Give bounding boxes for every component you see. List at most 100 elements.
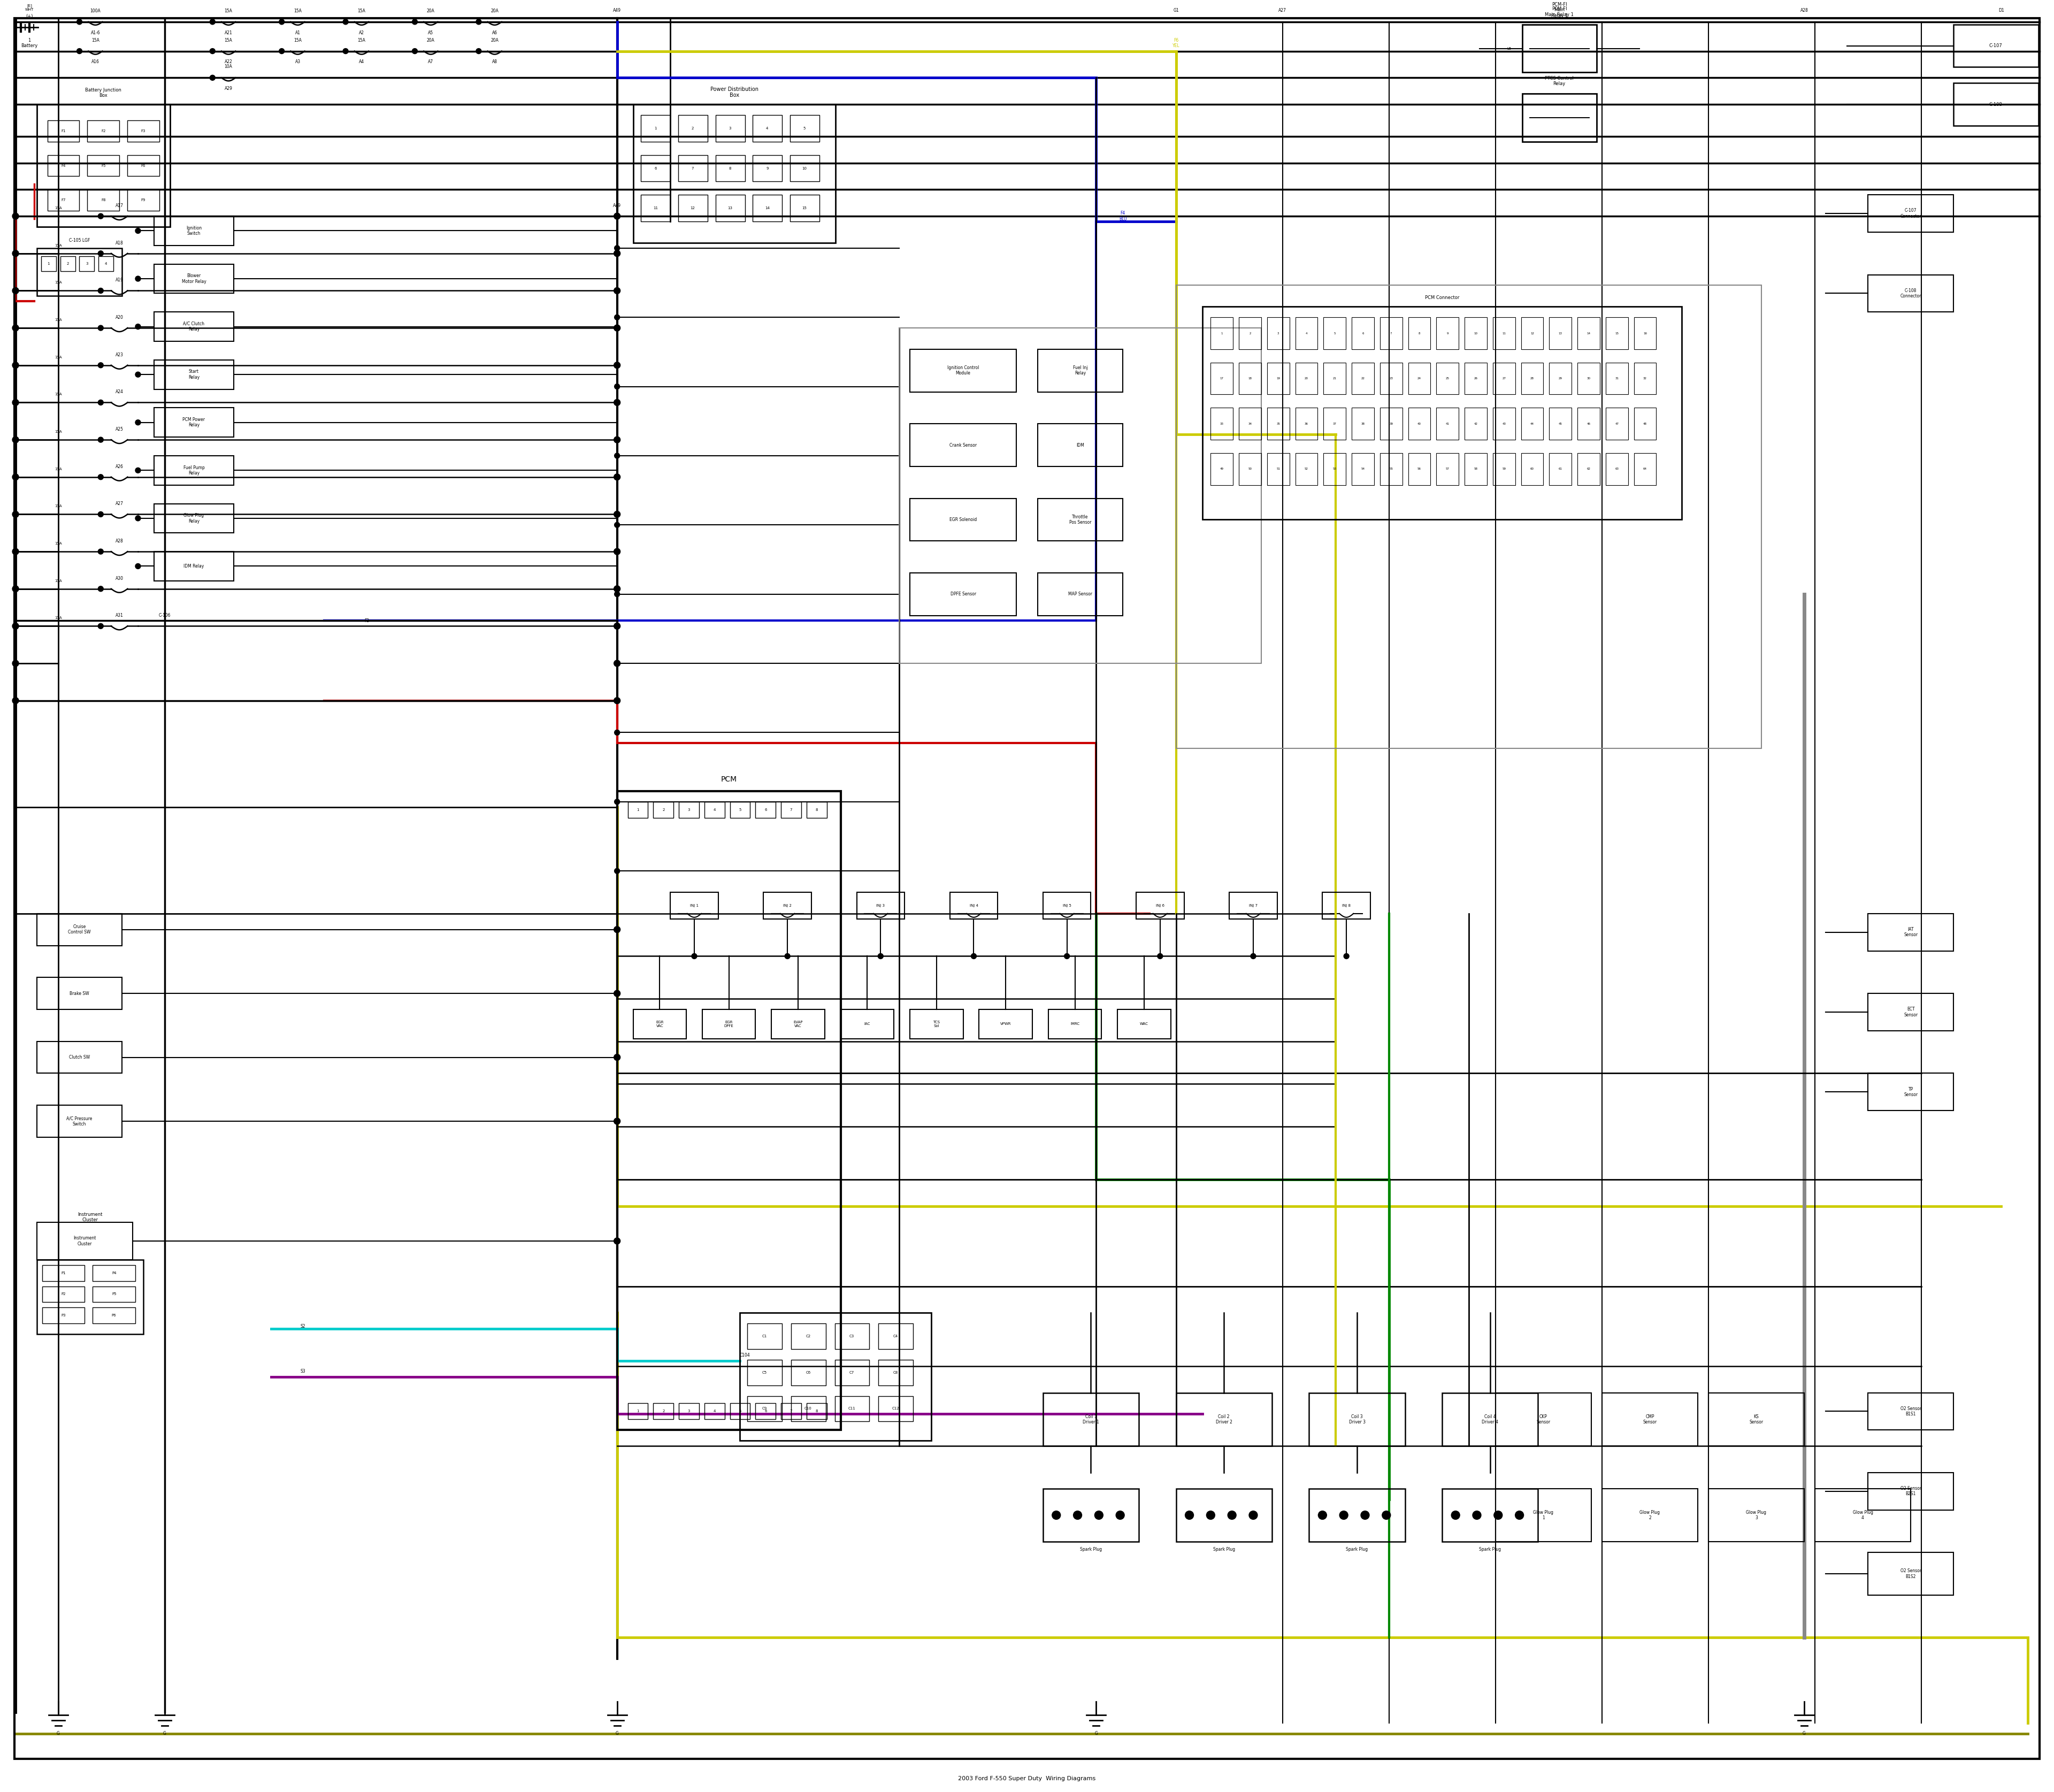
Text: A6: A6 [493,30,497,36]
Bar [1549,362,1571,394]
Bar [127,120,160,142]
Text: Glow Plug
1: Glow Plug 1 [1532,1511,1553,1520]
Circle shape [1095,1511,1103,1520]
Text: MAP Sensor: MAP Sensor [1068,591,1093,597]
Text: Glow Plug
2: Glow Plug 2 [1639,1511,1660,1520]
Text: 36: 36 [1304,423,1308,425]
Text: A1-6: A1-6 [90,30,101,36]
Bar [900,328,1261,663]
Text: A3: A3 [296,59,300,65]
Bar [1380,453,1403,486]
Bar [1177,1489,1271,1541]
Text: C4: C4 [893,1335,898,1339]
Text: 4: 4 [105,262,107,265]
Circle shape [12,400,18,405]
Text: 25: 25 [1446,376,1450,380]
Text: F6: F6 [142,165,146,167]
Bar [1323,362,1345,394]
Text: 15A: 15A [55,319,62,321]
Circle shape [614,315,620,321]
Bar [678,1403,698,1419]
Circle shape [136,468,140,473]
Circle shape [614,511,620,518]
Circle shape [1228,1511,1237,1520]
Bar [154,263,234,294]
Text: 5: 5 [803,127,805,129]
Text: F7: F7 [62,199,66,202]
Bar [1549,409,1571,439]
Text: INJ 4: INJ 4 [969,903,978,907]
Text: PCM-FI
Main Relay 1: PCM-FI Main Relay 1 [1545,7,1573,18]
Bar [807,801,828,817]
Circle shape [99,213,103,219]
Text: A28: A28 [115,539,123,543]
Circle shape [614,400,620,405]
Bar [1239,409,1261,439]
Circle shape [1156,953,1163,959]
Text: 15A: 15A [224,38,232,43]
Bar [1210,453,1232,486]
Bar [715,195,746,222]
Text: Battery Junction
Box: Battery Junction Box [84,88,121,99]
Bar [834,1396,869,1421]
Text: KS
Sensor: KS Sensor [1750,1414,1762,1425]
Bar [1352,362,1374,394]
Text: 52: 52 [1304,468,1308,470]
Text: INJ 8: INJ 8 [1341,903,1352,907]
Text: 14: 14 [764,206,770,210]
Text: 39: 39 [1389,423,1393,425]
Circle shape [614,287,620,294]
Text: 58: 58 [1475,468,1477,470]
Bar [754,195,783,222]
Bar [1522,409,1543,439]
Text: 32: 32 [1643,376,1647,380]
Bar [47,190,80,211]
Text: 13: 13 [1559,332,1563,335]
Text: 64: 64 [1643,468,1647,470]
Bar [1493,409,1516,439]
Circle shape [1473,1511,1481,1520]
Circle shape [614,991,620,996]
Bar [1869,1392,1953,1430]
Text: 15A: 15A [55,541,62,545]
Text: WAC: WAC [1140,1023,1148,1025]
Circle shape [1052,1511,1060,1520]
Text: IAC: IAC [865,1023,871,1025]
Bar [1577,453,1600,486]
Bar [1465,317,1487,349]
Bar [1409,317,1430,349]
Bar [629,1403,647,1419]
Text: PCM-FI
Main
Relay 1: PCM-FI Main Relay 1 [1551,2,1567,18]
Text: 3: 3 [688,808,690,812]
Text: CKP
Sensor: CKP Sensor [1536,1414,1551,1425]
Text: A27: A27 [115,502,123,507]
Text: 3: 3 [729,127,731,129]
Bar [60,256,76,271]
Bar [791,154,820,181]
Text: 15A: 15A [55,244,62,247]
Text: EGR
DPFE: EGR DPFE [725,1021,733,1027]
Bar [1323,317,1345,349]
Text: 24: 24 [1417,376,1421,380]
Text: Coil 4
Driver 4: Coil 4 Driver 4 [1481,1414,1499,1425]
Circle shape [1319,1511,1327,1520]
Text: D1: D1 [1999,7,2005,13]
Text: 43: 43 [1501,423,1506,425]
Bar [678,801,698,817]
Text: 13: 13 [727,206,733,210]
Circle shape [99,251,103,256]
Bar [633,1009,686,1039]
Bar [1043,1392,1138,1446]
Circle shape [99,475,103,480]
Text: [E]
WHT: [E] WHT [25,4,33,11]
Text: 15A: 15A [55,392,62,396]
Bar [781,1403,801,1419]
Bar [1869,274,1953,312]
Circle shape [12,362,18,369]
Text: C-107: C-107 [1988,43,2003,48]
Text: DPFE Sensor: DPFE Sensor [951,591,976,597]
Text: A7: A7 [427,59,433,65]
Circle shape [99,513,103,516]
Text: A8: A8 [493,59,497,65]
Circle shape [1516,1511,1524,1520]
